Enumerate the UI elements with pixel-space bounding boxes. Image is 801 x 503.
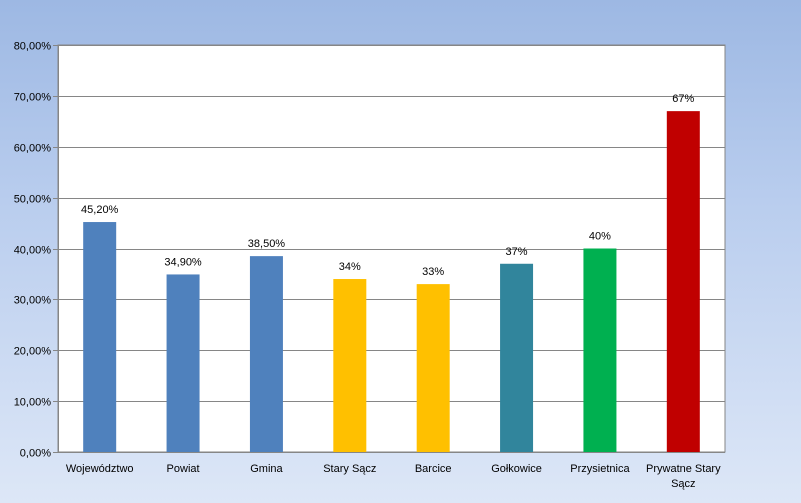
x-category-label: Przysietnica <box>570 463 630 475</box>
y-tick-label: 40,00% <box>14 245 52 257</box>
x-category-label: Gmina <box>250 463 283 475</box>
x-category-label: Stary Sącz <box>323 463 376 475</box>
bar <box>583 248 617 452</box>
data-label: 34% <box>339 261 361 273</box>
y-tick-label: 30,00% <box>14 295 52 307</box>
bar <box>666 111 700 452</box>
x-category-label: Województwo <box>66 463 134 475</box>
bar <box>166 274 200 452</box>
y-tick-label: 10,00% <box>14 397 52 409</box>
data-label: 38,50% <box>248 238 286 250</box>
bar <box>333 279 367 452</box>
y-tick-label: 0,00% <box>20 448 51 460</box>
x-category-label: Barcice <box>415 463 452 475</box>
data-label: 33% <box>422 266 444 278</box>
bar <box>83 222 117 452</box>
x-category-label: Gołkowice <box>491 463 542 475</box>
data-label: 34,90% <box>164 256 202 268</box>
x-category-label: Powiat <box>167 463 200 475</box>
y-tick-label: 20,00% <box>14 346 52 358</box>
data-label: 37% <box>506 246 528 258</box>
y-tick-label: 70,00% <box>14 92 52 104</box>
data-label: 45,20% <box>81 204 119 216</box>
bar <box>500 263 534 452</box>
data-label: 40% <box>589 231 611 243</box>
x-category-label: Prywatne Stary Sącz <box>646 463 721 490</box>
data-label: 67% <box>672 93 694 105</box>
y-tick-label: 50,00% <box>14 194 52 206</box>
bar <box>416 284 450 452</box>
y-tick-label: 60,00% <box>14 143 52 155</box>
bar <box>249 256 283 452</box>
y-tick-label: 80,00% <box>14 41 52 53</box>
plot-area <box>57 44 726 453</box>
